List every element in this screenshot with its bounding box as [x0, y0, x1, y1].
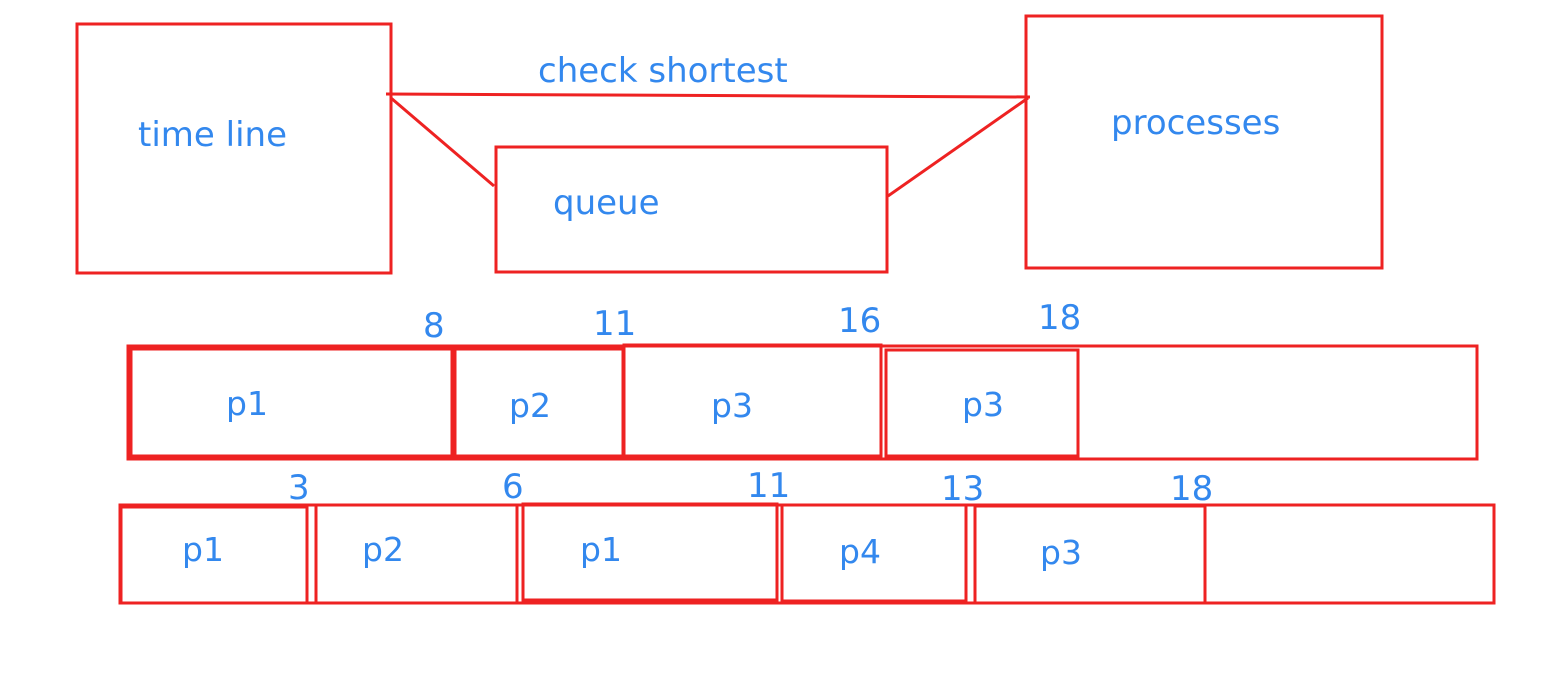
- bottom-time-marker: 11: [747, 466, 791, 506]
- timeline-to-queue-connector: [390, 96, 495, 188]
- top-gantt-process-label: p1: [226, 384, 268, 423]
- top-time-marker: 18: [1038, 298, 1082, 338]
- bottom-gantt-segment-p1-b: [521, 502, 779, 602]
- bottom-gantt-process-label: p1: [580, 530, 622, 569]
- bottom-time-marker: 13: [941, 469, 985, 509]
- bottom-time-marker: 18: [1170, 469, 1214, 509]
- bottom-time-marker: 6: [502, 467, 524, 507]
- processes-box: [1024, 14, 1384, 270]
- bottom-gantt-outline: [118, 503, 1496, 605]
- top-gantt-process-label: p3: [711, 386, 753, 425]
- timeline-box: [75, 22, 393, 275]
- processes-label: processes: [1111, 103, 1281, 143]
- top-time-marker: 11: [593, 304, 637, 344]
- top-time-marker: 16: [838, 301, 882, 341]
- bottom-gantt-segment-p2: [314, 503, 519, 605]
- bottom-time-marker: 3: [288, 468, 310, 508]
- top-gantt-segment-p3-b: [884, 348, 1080, 458]
- bottom-gantt-segment-p1-a: [119, 505, 309, 605]
- bottom-gantt-process-label: p2: [362, 530, 404, 569]
- bottom-gantt-process-label: p1: [182, 530, 224, 569]
- timeline-label: time line: [138, 115, 287, 155]
- queue-box: [494, 145, 889, 274]
- top-gantt-segment-p3-a: [622, 343, 883, 458]
- bottom-gantt-segment-p3: [973, 504, 1207, 605]
- top-time-marker: 8: [423, 306, 445, 346]
- bottom-gantt-process-label: p3: [1040, 533, 1082, 572]
- top-gantt-segment-p1: [129, 347, 454, 458]
- top-gantt-outline: [126, 344, 1479, 461]
- queue-to-processes-connector: [887, 96, 1029, 198]
- queue-label: queue: [553, 183, 660, 223]
- bottom-gantt-segment-p4: [780, 503, 968, 603]
- top-gantt-process-label: p3: [962, 385, 1004, 424]
- check-shortest-label: check shortest: [538, 51, 788, 91]
- top-gantt-process-label: p2: [509, 386, 551, 425]
- bottom-gantt-process-label: p4: [839, 532, 881, 571]
- check-shortest-connector: [385, 92, 1031, 99]
